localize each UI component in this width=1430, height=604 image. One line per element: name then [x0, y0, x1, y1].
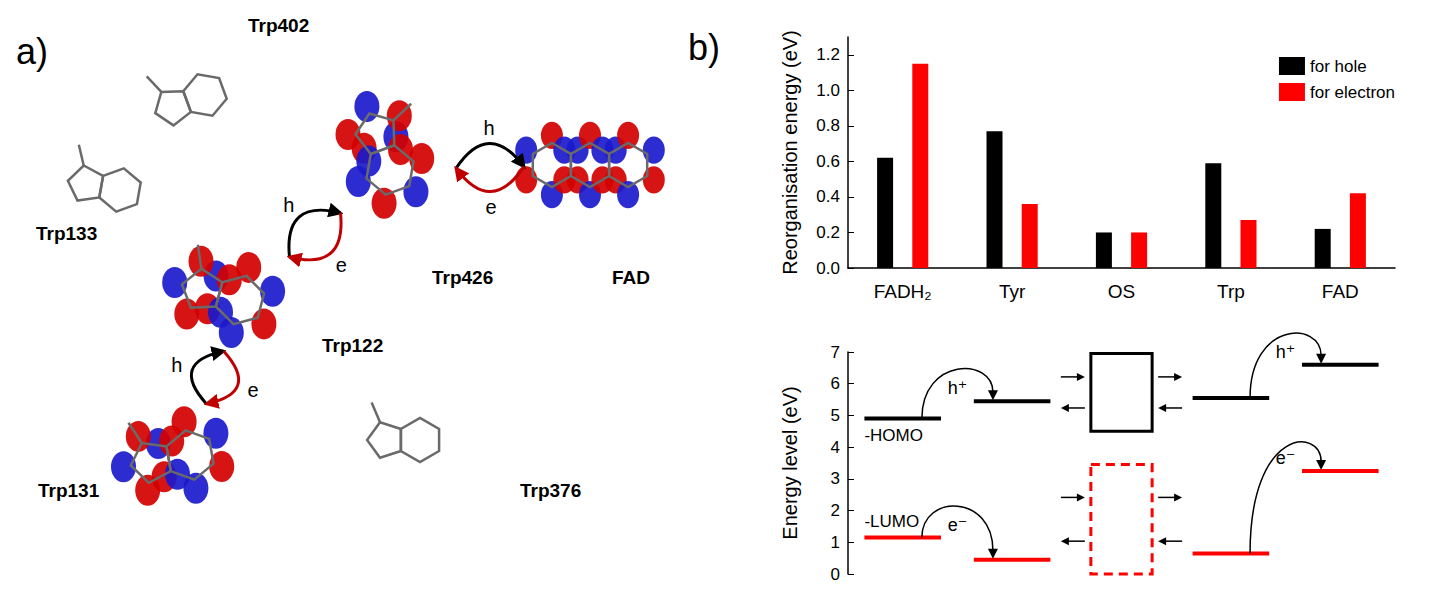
svg-text:0.0: 0.0	[816, 259, 840, 278]
svg-text:3: 3	[831, 469, 840, 488]
svg-text:e⁻: e⁻	[948, 515, 968, 535]
svg-text:a): a)	[16, 31, 48, 72]
svg-text:1.2: 1.2	[816, 45, 840, 64]
svg-text:FAD: FAD	[1322, 281, 1359, 302]
svg-text:Reorganisation energy (eV): Reorganisation energy (eV)	[779, 30, 801, 275]
svg-text:OS: OS	[1108, 281, 1135, 302]
svg-text:h⁺: h⁺	[1276, 342, 1296, 362]
svg-text:0.2: 0.2	[816, 223, 840, 242]
svg-text:Trp426: Trp426	[432, 267, 493, 288]
svg-text:e: e	[336, 254, 347, 276]
svg-text:b): b)	[688, 27, 720, 68]
svg-text:for hole: for hole	[1310, 57, 1367, 76]
svg-text:Trp376: Trp376	[520, 480, 581, 501]
svg-text:e⁻: e⁻	[1276, 448, 1296, 468]
svg-text:h: h	[283, 194, 294, 216]
svg-text:0.8: 0.8	[816, 116, 840, 135]
svg-text:Trp: Trp	[1217, 281, 1245, 302]
svg-text:e: e	[485, 196, 496, 218]
svg-text:7: 7	[831, 343, 840, 362]
svg-text:0.4: 0.4	[816, 187, 840, 206]
svg-text:h⁺: h⁺	[948, 378, 968, 398]
svg-text:5: 5	[831, 406, 840, 425]
svg-text:for electron: for electron	[1310, 83, 1395, 102]
svg-text:6: 6	[831, 374, 840, 393]
svg-text:Energy level (eV): Energy level (eV)	[779, 386, 801, 539]
svg-text:Trp402: Trp402	[248, 15, 309, 36]
svg-text:-LUMO: -LUMO	[864, 512, 919, 531]
svg-text:4: 4	[831, 438, 840, 457]
svg-text:Tyr: Tyr	[999, 281, 1026, 302]
svg-text:2: 2	[831, 501, 840, 520]
svg-text:FAD: FAD	[612, 267, 650, 288]
svg-text:0.6: 0.6	[816, 152, 840, 171]
svg-text:h: h	[171, 354, 182, 376]
svg-text:FADH₂: FADH₂	[874, 281, 932, 302]
svg-text:Trp131: Trp131	[38, 480, 100, 501]
svg-text:1: 1	[831, 533, 840, 552]
svg-text:e: e	[248, 379, 259, 401]
svg-text:0: 0	[831, 565, 840, 584]
svg-text:Trp133: Trp133	[36, 223, 97, 244]
svg-text:Trp122: Trp122	[322, 335, 383, 356]
svg-text:1.0: 1.0	[816, 81, 840, 100]
svg-text:-HOMO: -HOMO	[864, 426, 923, 445]
svg-text:h: h	[483, 117, 494, 139]
